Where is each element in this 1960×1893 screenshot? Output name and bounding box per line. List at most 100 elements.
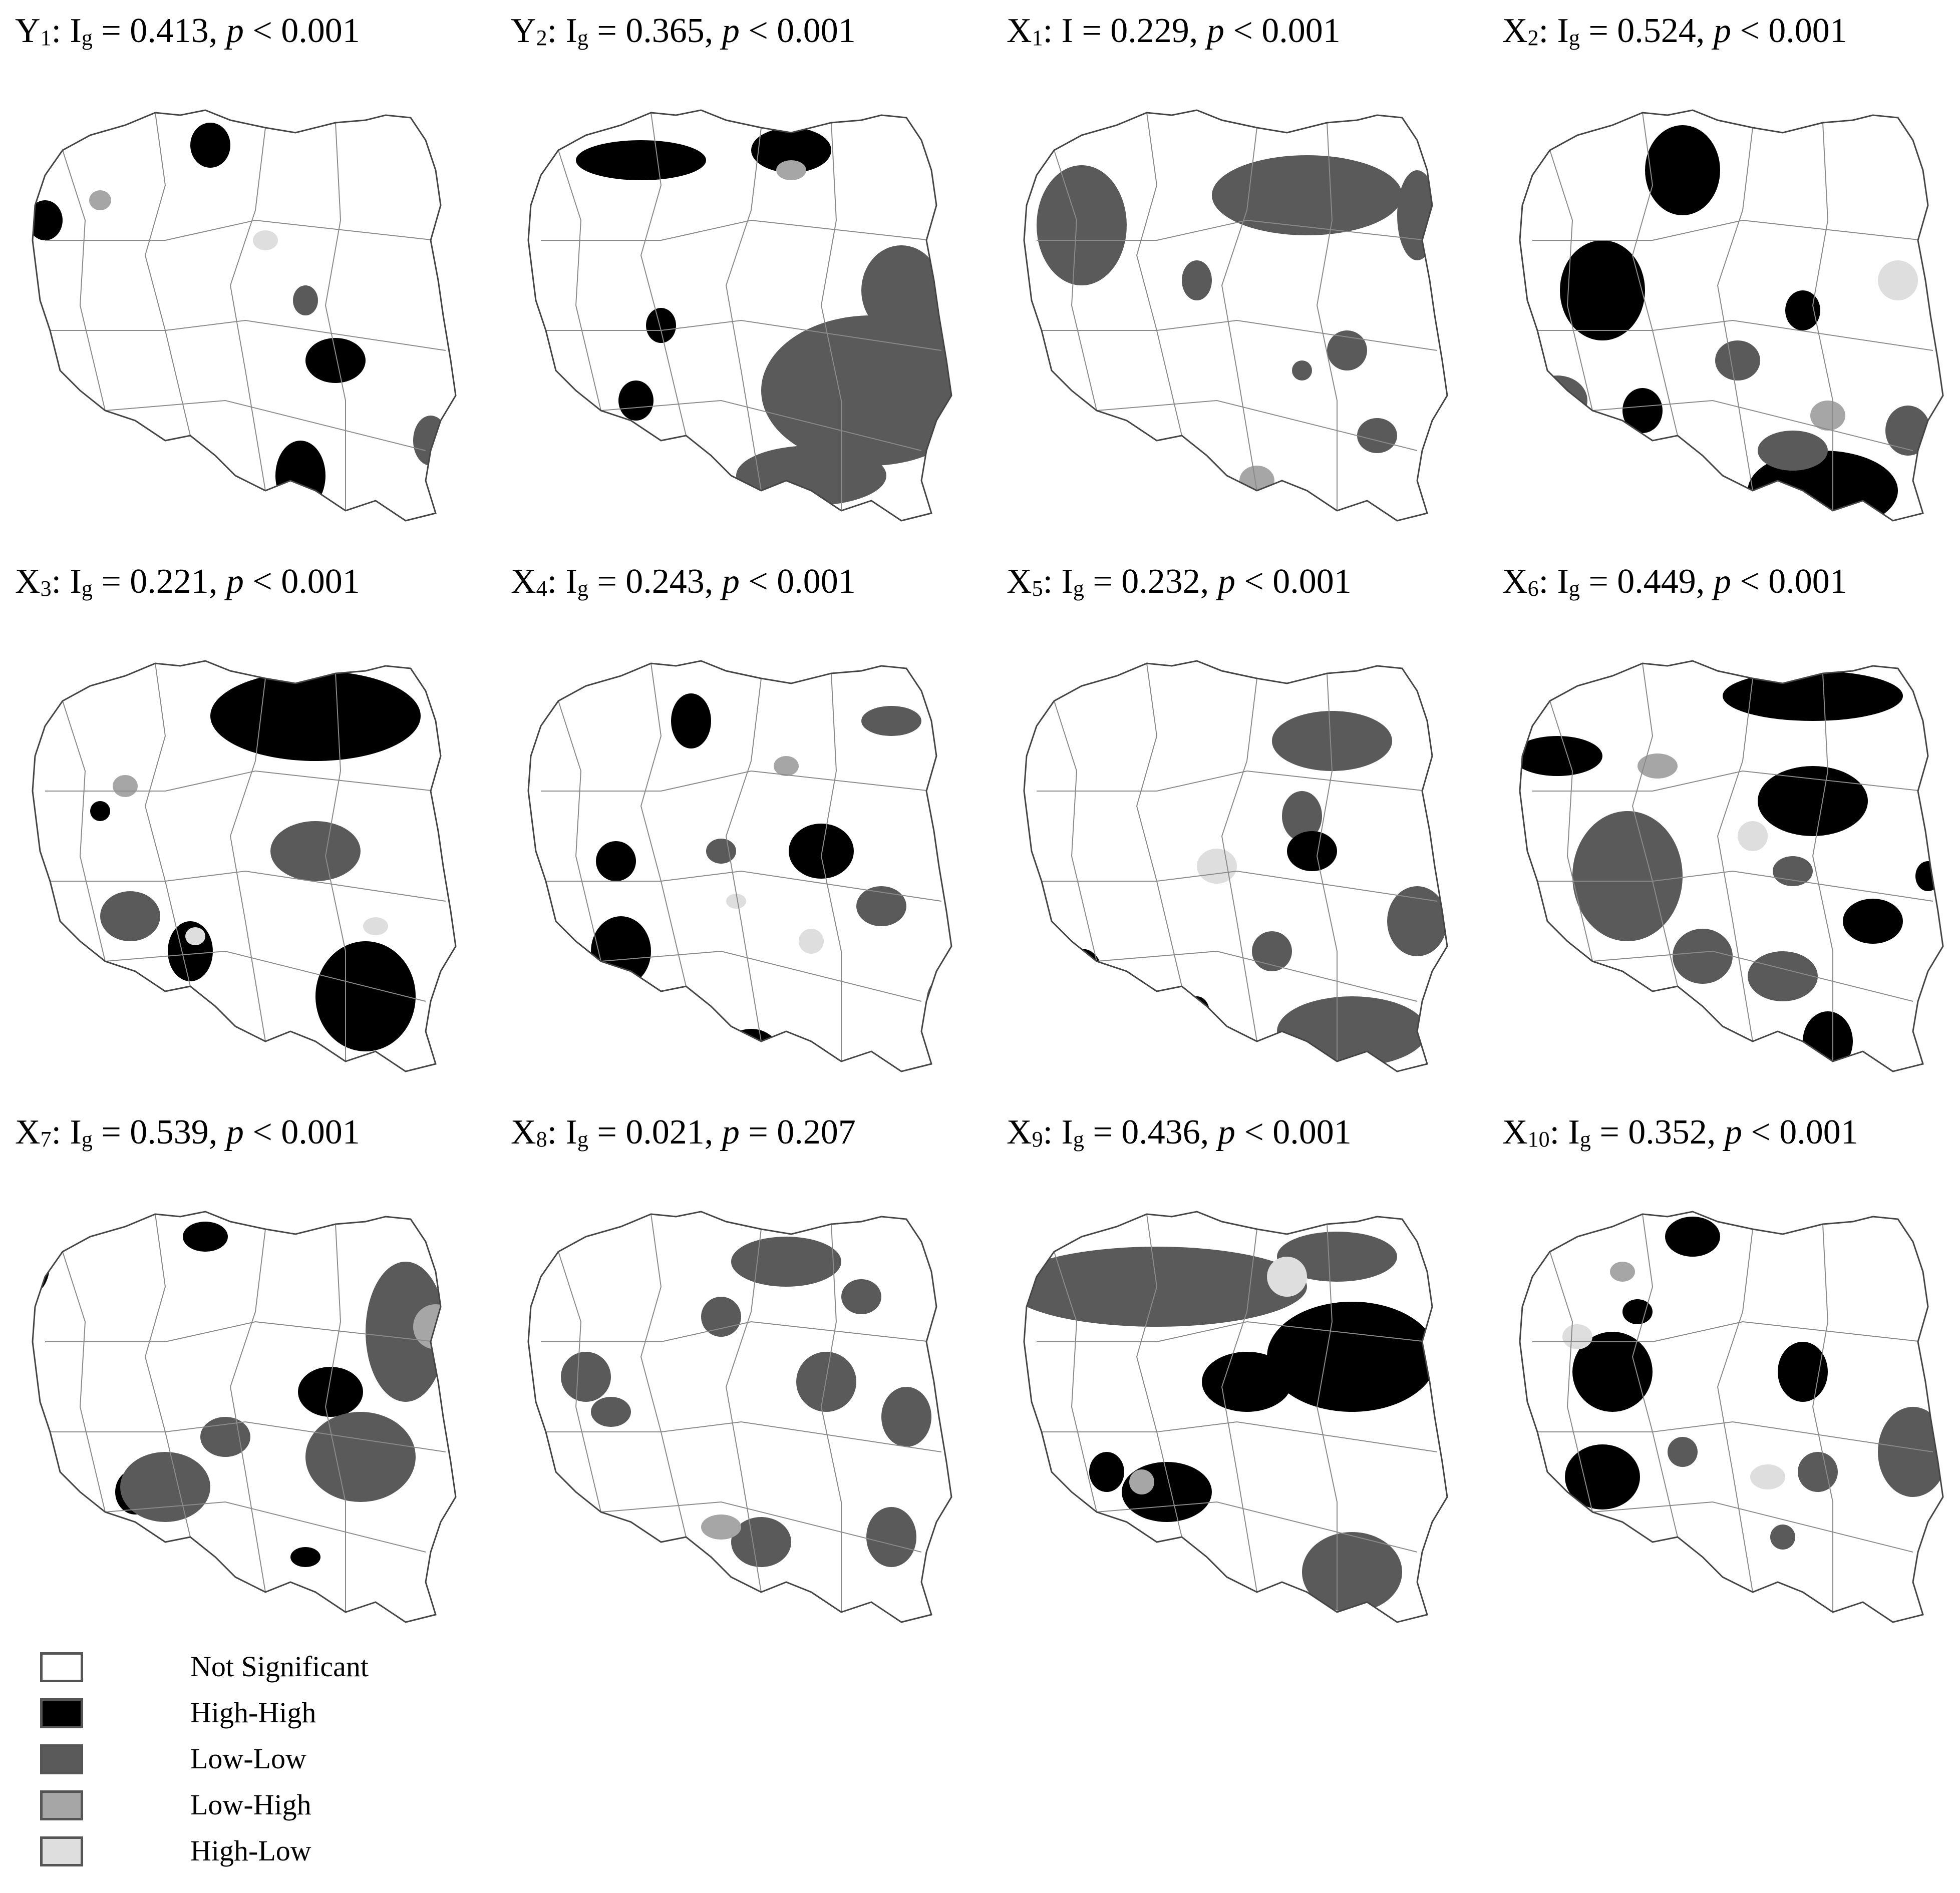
region-border xyxy=(1221,678,1257,1042)
statistic-name: : I xyxy=(51,12,82,50)
poland-lisa-map xyxy=(1023,1211,1448,1623)
variable-subscript: 9 xyxy=(1032,1127,1043,1152)
poland-lisa-map xyxy=(32,109,457,522)
p-value: < 0.001 xyxy=(243,562,360,601)
cluster-high-high xyxy=(1287,831,1337,871)
statistic-subscript: g xyxy=(1073,1127,1084,1152)
region-border xyxy=(229,1229,266,1593)
region-border xyxy=(600,950,922,1002)
region-border xyxy=(546,1421,942,1452)
poland-lisa-map xyxy=(1023,660,1448,1072)
statistic-value: = 0.524, xyxy=(1579,12,1714,50)
map-panel-title: X3: Ig = 0.221, p < 0.001 xyxy=(15,561,360,610)
statistic-name: : I xyxy=(547,12,577,50)
statistic-subscript: g xyxy=(81,1127,93,1152)
cluster-low-low xyxy=(200,1417,250,1457)
cluster-high-high xyxy=(1267,1302,1437,1412)
region-border xyxy=(1136,1214,1182,1538)
map-panel: X2: Ig = 0.524, p < 0.001 xyxy=(1502,10,1960,541)
region-border xyxy=(820,122,842,511)
region-border xyxy=(45,219,436,241)
map-panel: Y2: Ig = 0.365, p < 0.001 xyxy=(511,10,992,541)
cluster-low-low xyxy=(1773,856,1813,886)
region-border xyxy=(324,1224,346,1612)
p-value: < 0.001 xyxy=(1224,12,1341,50)
cluster-high-high xyxy=(33,1232,50,1292)
statistic-subscript: g xyxy=(81,26,93,50)
region-border xyxy=(105,950,426,1002)
statistic-value: = 0.539, xyxy=(92,1113,226,1152)
region-border xyxy=(1532,770,1923,792)
region-border xyxy=(1537,1421,1933,1452)
cluster-low-low xyxy=(1272,711,1392,771)
poland-lisa-map xyxy=(527,660,952,1072)
legend-label: Low-High xyxy=(190,1788,311,1821)
variable-subscript: 4 xyxy=(536,576,547,601)
region-border xyxy=(1537,870,1933,902)
legend-label: High-Low xyxy=(190,1834,311,1867)
poland-lisa-map xyxy=(1519,660,1944,1072)
cluster-high-high xyxy=(1843,899,1903,944)
cluster-high-high xyxy=(1089,1452,1124,1492)
map-panel-title: X10: Ig = 0.352, p < 0.001 xyxy=(1502,1111,1858,1161)
cluster-high-low xyxy=(799,929,824,954)
region-border xyxy=(820,673,842,1061)
region-border xyxy=(558,700,601,962)
map-panel: X3: Ig = 0.221, p < 0.001 xyxy=(15,561,496,1091)
cluster-high-low xyxy=(1197,849,1237,884)
cluster-high-high xyxy=(596,841,636,881)
map-panel: X8: Ig = 0.021, p = 0.207 xyxy=(511,1111,992,1642)
variable-name: Y xyxy=(511,12,536,50)
variable-name: X xyxy=(1007,1113,1032,1152)
map-panel: X1: I = 0.229, p < 0.001 xyxy=(1007,10,1487,541)
region-border xyxy=(1592,1501,1913,1553)
cluster-low-low xyxy=(413,416,448,466)
statistic-subscript: g xyxy=(81,576,93,601)
p-value: < 0.001 xyxy=(243,1113,360,1152)
cluster-low-low xyxy=(1673,929,1733,984)
region-border xyxy=(144,112,191,436)
cluster-high-high xyxy=(183,1222,228,1252)
cluster-high-high xyxy=(33,200,63,240)
p-symbol: p xyxy=(1713,12,1731,50)
region-border xyxy=(229,678,266,1042)
map-panel: X10: Ig = 0.352, p < 0.001 xyxy=(1502,1111,1960,1642)
poland-lisa-map xyxy=(1519,1211,1944,1623)
region-border xyxy=(725,678,762,1042)
region-border xyxy=(1316,122,1338,511)
region-border xyxy=(640,112,687,436)
region-border xyxy=(1592,400,1913,451)
variable-subscript: 1 xyxy=(1032,26,1043,50)
cluster-low-low xyxy=(125,463,205,498)
statistic-name: : I xyxy=(51,562,82,601)
cluster-high-high xyxy=(1565,1444,1640,1509)
cluster-high-low xyxy=(185,927,205,945)
cluster-high-high xyxy=(751,128,831,173)
region-border xyxy=(1631,112,1678,436)
region-border xyxy=(1717,1229,1753,1593)
cluster-high-high xyxy=(1184,996,1209,1026)
cluster-low-low xyxy=(1878,1407,1943,1497)
cluster-low-low xyxy=(1758,431,1828,471)
p-symbol: p xyxy=(1217,562,1235,601)
p-value: < 0.001 xyxy=(739,562,856,601)
cluster-low-high xyxy=(1129,1469,1154,1494)
cluster-low-low xyxy=(1527,375,1587,426)
region-border xyxy=(1096,400,1418,451)
map-panel-title: X4: Ig = 0.243, p < 0.001 xyxy=(511,561,856,610)
region-border xyxy=(1549,150,1593,411)
cluster-high-high xyxy=(1758,766,1868,836)
p-value: < 0.001 xyxy=(1742,1113,1858,1152)
region-border xyxy=(558,150,601,411)
statistic-subscript: g xyxy=(577,26,588,50)
cluster-low-low xyxy=(1182,260,1212,300)
cluster-low-low xyxy=(1282,791,1322,841)
region-border xyxy=(1042,870,1438,902)
map-panel: X5: Ig = 0.232, p < 0.001 xyxy=(1007,561,1487,1091)
cluster-low-low xyxy=(1770,1525,1795,1550)
legend-label: Not Significant xyxy=(190,1650,369,1683)
country-outline xyxy=(32,1211,457,1623)
region-border xyxy=(546,319,942,351)
cluster-low-high xyxy=(1638,753,1678,779)
region-border xyxy=(1537,319,1933,351)
